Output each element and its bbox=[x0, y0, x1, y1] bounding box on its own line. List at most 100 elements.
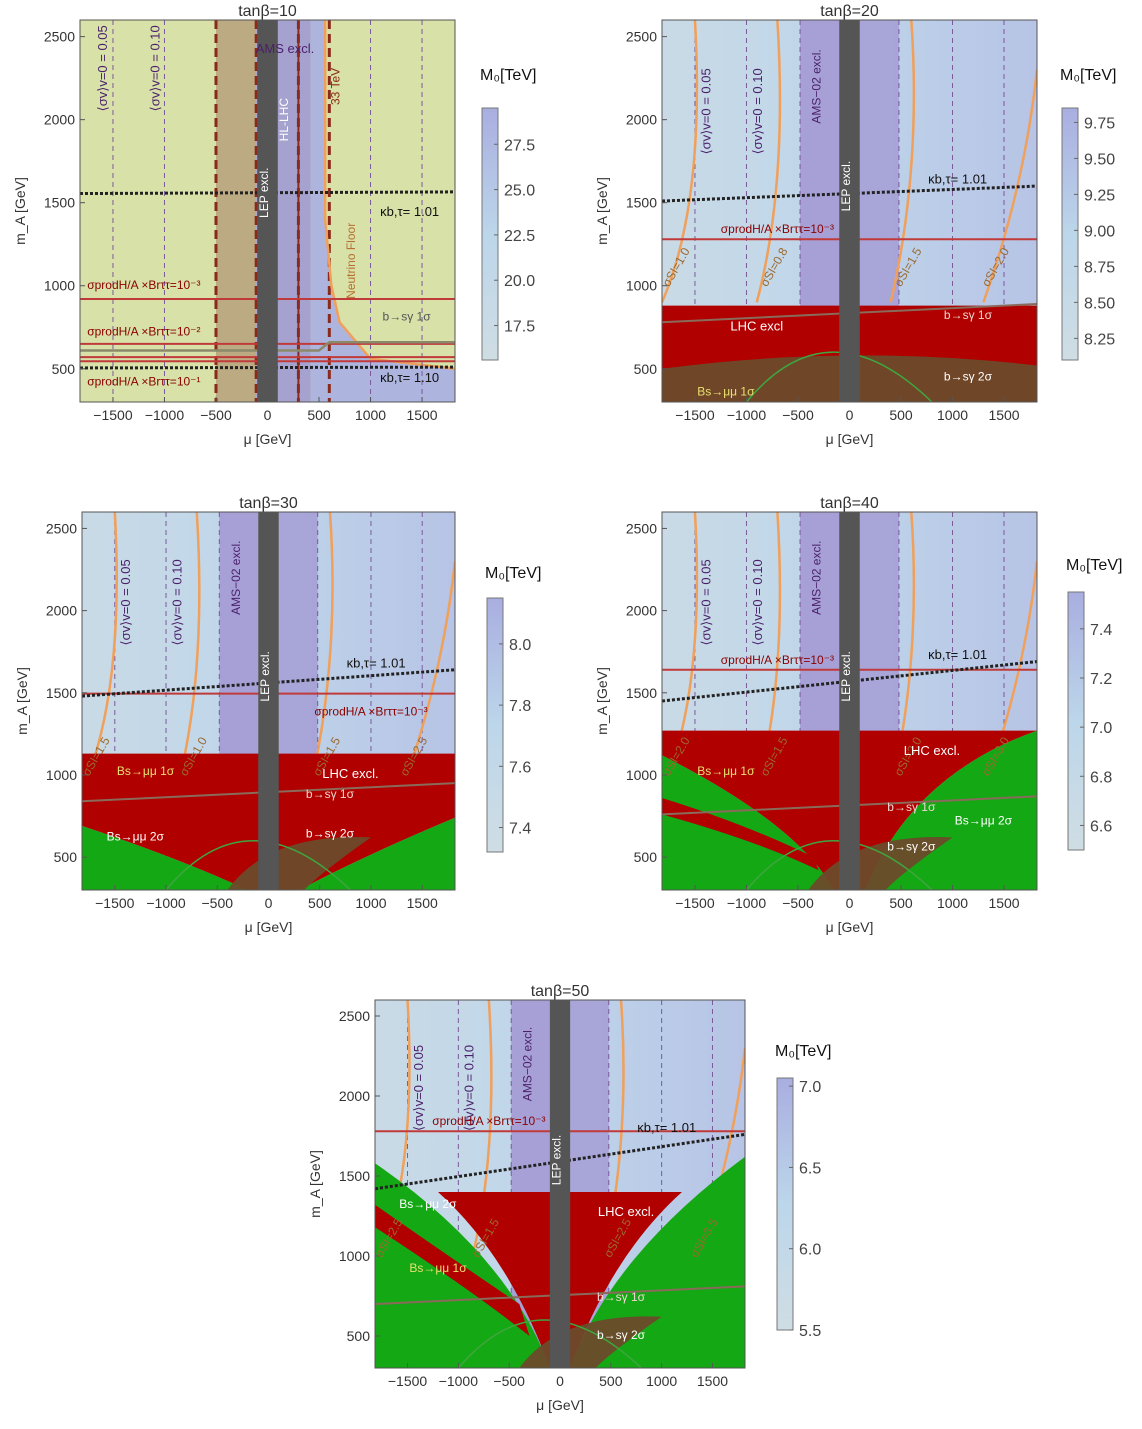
bsg2-label: b→sγ 2σ bbox=[944, 369, 993, 383]
colorbar-tick-label: 25.0 bbox=[504, 183, 535, 200]
panel-title: tanβ=30 bbox=[239, 495, 298, 512]
y-axis-label: m_A [GeV] bbox=[307, 1150, 323, 1218]
colorbar-tick-label: 7.0 bbox=[1090, 720, 1112, 737]
si-contour-2 bbox=[755, 20, 782, 303]
bsg-1sigma-line bbox=[80, 340, 455, 352]
x-tick-label: 0 bbox=[556, 1373, 564, 1389]
y-tick-label: 2000 bbox=[626, 112, 657, 128]
colorbar-tick-label: 6.0 bbox=[799, 1242, 821, 1259]
kappa1-label: κb,τ= 1.01 bbox=[380, 204, 439, 219]
plot-area: ⟨σv⟩v=0 = 0.05 ⟨σv⟩v=0 = 0.10 AMS−02 excl.… bbox=[662, 20, 1037, 402]
lhc-label: LHC excl bbox=[730, 319, 783, 334]
kappa1-label: κb,τ= 1.01 bbox=[637, 1120, 696, 1135]
lep-label: LEP excl. bbox=[839, 651, 853, 701]
y-axis-label: m_A [GeV] bbox=[12, 177, 28, 245]
y-axis-label: m_A [GeV] bbox=[14, 667, 30, 735]
x-axis-label: μ [GeV] bbox=[245, 919, 293, 935]
lhc-label: LHC excl. bbox=[904, 743, 960, 758]
colorbar-label: M₀[TeV] bbox=[1066, 557, 1122, 574]
sv005-label: ⟨σv⟩v=0 = 0.05 bbox=[698, 559, 713, 645]
sv005-label: ⟨σv⟩v=0 = 0.05 bbox=[118, 559, 133, 645]
ams-label: AMS excl. bbox=[256, 41, 315, 56]
lhc-label: LHC excl. bbox=[322, 766, 378, 781]
lep-band bbox=[839, 20, 860, 402]
x-tick-label: 0 bbox=[265, 895, 273, 911]
bsg2-label: b→sγ 2σ bbox=[306, 826, 355, 840]
colorbar-tick-label: 7.4 bbox=[509, 821, 531, 838]
y-tick-label: 2500 bbox=[626, 520, 657, 536]
si-contour-2 bbox=[467, 1000, 493, 1273]
bsmumu-2sigma-region-left bbox=[82, 825, 249, 890]
colorbar-tick-label: 7.8 bbox=[509, 698, 531, 715]
x-tick-label: 0 bbox=[264, 407, 272, 423]
kappa2-label: κb,τ= 1.10 bbox=[380, 370, 439, 385]
x-tick-label: 1500 bbox=[697, 1373, 728, 1389]
colorbar bbox=[1061, 107, 1079, 361]
sv010-label: ⟨σv⟩v=0 = 0.10 bbox=[169, 559, 184, 645]
y-tick-label: 1500 bbox=[626, 685, 657, 701]
y-tick-label: 1500 bbox=[339, 1168, 370, 1184]
ams-label: AMS−02 excl. bbox=[521, 1027, 535, 1101]
lep-label: LEP excl. bbox=[839, 161, 853, 211]
si-contour-1 bbox=[662, 20, 699, 303]
sigma1-label: σprodH/A ×Brττ=10⁻³ bbox=[432, 1114, 545, 1128]
y-tick-label: 2500 bbox=[339, 1008, 370, 1024]
x-tick-label: −1500 bbox=[388, 1373, 428, 1389]
kappa1-label: κb,τ= 1.01 bbox=[928, 172, 987, 187]
bsmumu-2sigma-region-right bbox=[299, 817, 455, 890]
x-tick-label: 0 bbox=[846, 407, 854, 423]
x-tick-label: 1000 bbox=[937, 895, 968, 911]
x-tick-label: −1000 bbox=[145, 407, 185, 423]
bsmu2-label: Bs→μμ 2σ bbox=[399, 1197, 457, 1211]
colorbar-tick-label: 20.0 bbox=[504, 273, 535, 290]
bsmu1-label: Bs→μμ 1σ bbox=[697, 764, 755, 778]
x-tick-label: −1500 bbox=[675, 895, 715, 911]
y-tick-label: 1000 bbox=[339, 1248, 370, 1264]
bsmu1-label: Bs→μμ 1σ bbox=[697, 384, 755, 398]
y-axis-label: m_A [GeV] bbox=[594, 667, 610, 735]
sv010-label: ⟨σv⟩v=0 = 0.10 bbox=[147, 25, 162, 111]
colorbar-tick-label: 27.5 bbox=[504, 137, 535, 154]
colorbar-tick-label: 17.5 bbox=[504, 319, 535, 336]
bsmumu-1sigma-curve bbox=[745, 839, 933, 890]
y-tick-label: 500 bbox=[52, 361, 76, 377]
x-tick-label: −500 bbox=[782, 407, 814, 423]
y-tick-label: 1000 bbox=[46, 767, 77, 783]
lep-label: LEP excl. bbox=[257, 167, 271, 217]
x-tick-label: 1500 bbox=[988, 895, 1019, 911]
x-tick-label: −1000 bbox=[727, 895, 767, 911]
x-tick-label: −1000 bbox=[727, 407, 767, 423]
sv010-label: ⟨σv⟩v=0 = 0.10 bbox=[750, 68, 765, 154]
y-tick-label: 1500 bbox=[44, 195, 75, 211]
panel-p3: ⟨σv⟩v=0 = 0.05 ⟨σv⟩v=0 = 0.10 AMS−02 excl.… bbox=[14, 495, 541, 935]
x-tick-label: −1500 bbox=[675, 407, 715, 423]
sigma1-label: σprodH/A ×Brττ=10⁻³ bbox=[721, 222, 834, 236]
lhc-excl-band bbox=[375, 1204, 530, 1336]
bsmumu-1sigma-curve bbox=[745, 351, 933, 402]
plot-area: ⟨σv⟩v=0 = 0.05 ⟨σv⟩v=0 = 0.10 AMS−02 excl.… bbox=[375, 1000, 745, 1368]
panel-p4: ⟨σv⟩v=0 = 0.05 ⟨σv⟩v=0 = 0.10 AMS−02 excl.… bbox=[594, 495, 1122, 935]
x-tick-label: 1000 bbox=[646, 1373, 677, 1389]
plot-area: ⟨σv⟩v=0 = 0.05 ⟨σv⟩v=0 = 0.10 AMS excl. HL-… bbox=[80, 20, 455, 402]
lep-band bbox=[258, 512, 279, 890]
hl-lhc-band bbox=[215, 20, 257, 402]
panel-title: tanβ=40 bbox=[820, 495, 879, 512]
x-tick-label: 1000 bbox=[937, 407, 968, 423]
colorbar-label: M₀[TeV] bbox=[1060, 67, 1116, 84]
si-contour-3 bbox=[889, 20, 916, 303]
kappa1-label: κb,τ= 1.01 bbox=[347, 655, 406, 670]
colorbar-tick-label: 7.6 bbox=[509, 759, 531, 776]
y-tick-label: 1000 bbox=[626, 767, 657, 783]
sigma1-label: σprodH/A ×Brττ=10⁻³ bbox=[721, 653, 834, 667]
colorbar-tick-label: 6.8 bbox=[1090, 769, 1112, 786]
bsmu1-label: Bs→μμ 1σ bbox=[117, 764, 175, 778]
bsg2-label: b→sγ 2σ bbox=[887, 840, 936, 854]
bsg1-label: b→sγ 1σ bbox=[944, 308, 993, 322]
ams-label: AMS−02 excl. bbox=[229, 541, 243, 615]
bsmumu-1sigma-curve bbox=[457, 1319, 642, 1368]
sigma2-label: σprodH/A ×Brττ=10⁻² bbox=[87, 325, 200, 339]
tev33-label: 33 TeV bbox=[329, 68, 343, 105]
y-tick-label: 500 bbox=[347, 1328, 371, 1344]
colorbar-tick-label: 7.0 bbox=[799, 1079, 821, 1096]
bsg1-label: b→sγ 1σ bbox=[887, 800, 936, 814]
